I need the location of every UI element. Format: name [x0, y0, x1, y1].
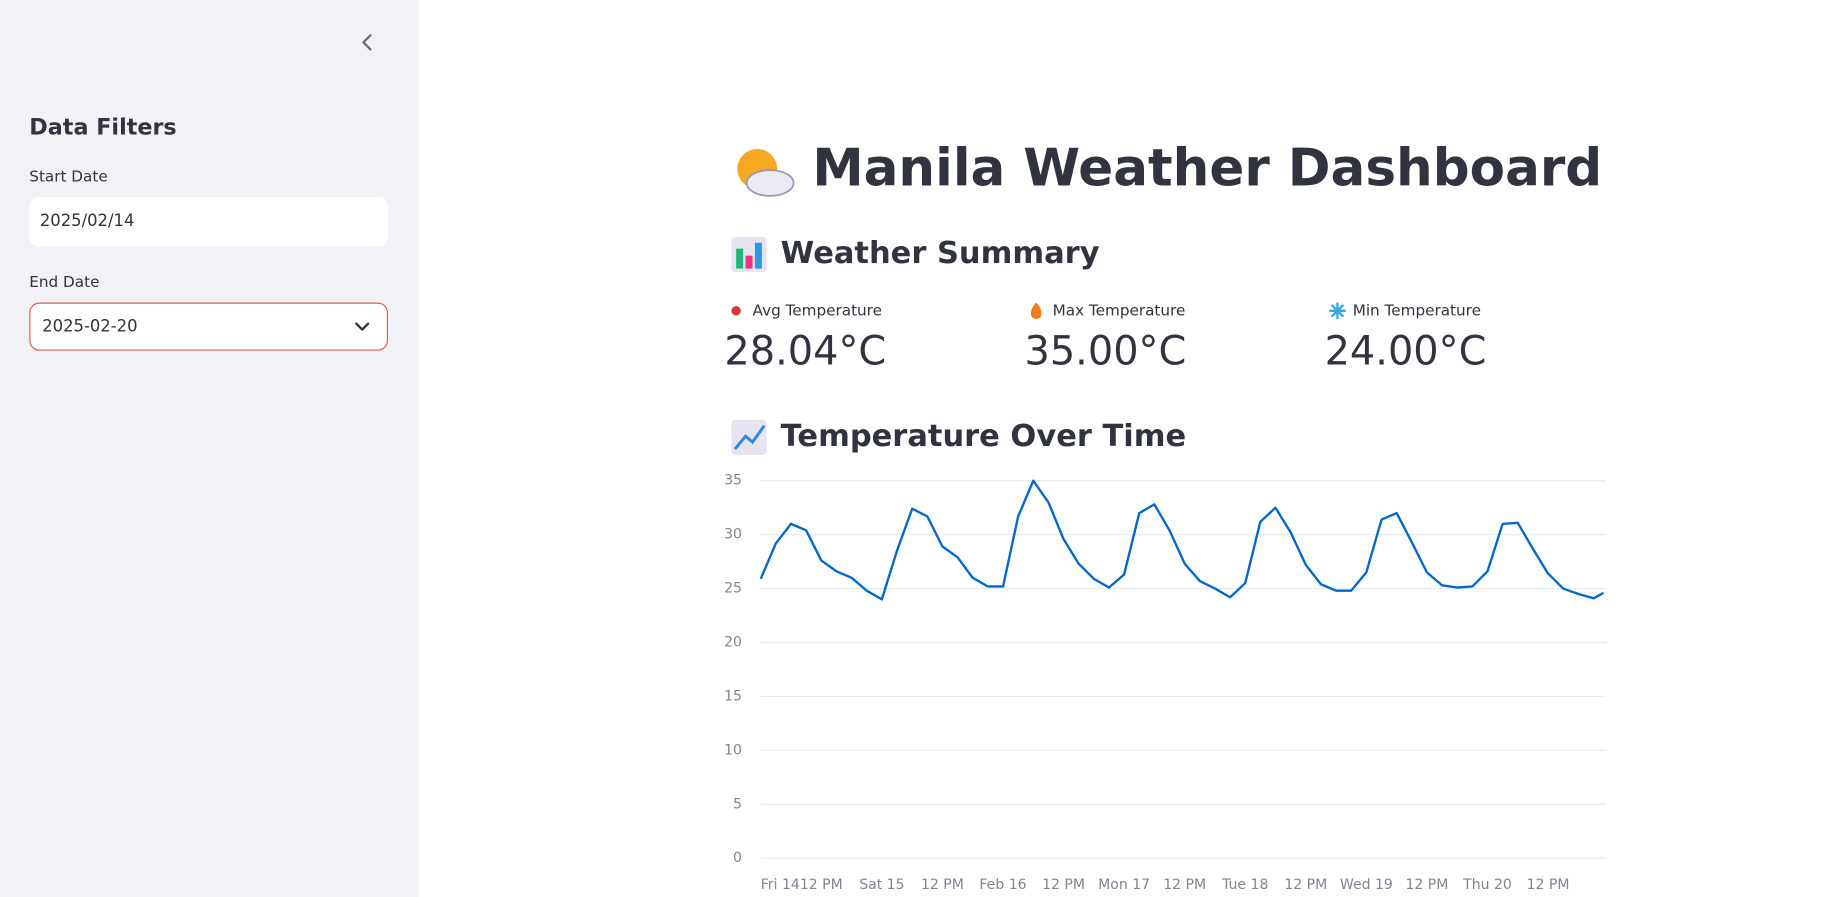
x-tick-label: 12 PM [1284, 877, 1327, 893]
start-date-input[interactable] [29, 197, 388, 247]
sidebar [0, 0, 419, 897]
x-tick-label: Thu 20 [1462, 877, 1512, 893]
y-tick-label: 0 [733, 850, 742, 866]
summary-icon [731, 236, 767, 273]
y-tick-label: 30 [724, 527, 742, 543]
metric-value: 24.00°C [1325, 329, 1487, 375]
start-date-label: Start Date [29, 168, 107, 186]
dropdown-chevron [355, 322, 370, 331]
metric-value: 28.04°C [724, 329, 886, 375]
metric-label: Min Temperature [1353, 301, 1481, 319]
temperature-line [759, 479, 1605, 601]
x-tick-label: Feb 16 [979, 877, 1026, 893]
y-tick-label: 35 [724, 473, 742, 489]
fire-icon [1030, 302, 1042, 319]
end-date-label: End Date [29, 273, 99, 291]
end-date-value: 2025-02-20 [42, 317, 137, 336]
y-tick-label: 15 [724, 688, 742, 704]
x-tick-label: 12 PM [1163, 877, 1206, 893]
x-tick-label: 12 PM [921, 877, 964, 893]
x-tick-label: 12 PM [1042, 877, 1085, 893]
x-tick-label: 12 PM [800, 877, 843, 893]
metric-label: Max Temperature [1053, 301, 1186, 319]
start-date-value: 2025/02/14 [40, 211, 135, 230]
y-tick-label: 25 [724, 581, 742, 597]
y-tick-label: 5 [733, 796, 742, 812]
y-tick-label: 10 [724, 742, 742, 758]
section-title: Weather Summary [781, 236, 1100, 271]
end-date-select[interactable] [29, 302, 388, 351]
chart-title: Temperature Over Time [781, 419, 1186, 454]
snowflake-icon [1329, 302, 1346, 319]
x-tick-label: Wed 19 [1340, 877, 1393, 893]
page-title: Manila Weather Dashboard [812, 138, 1602, 198]
chart-icon [731, 419, 767, 455]
sidebar-title: Data Filters [29, 114, 176, 140]
x-tick-label: Tue 18 [1221, 877, 1268, 893]
x-tick-label: 12 PM [1527, 877, 1570, 893]
x-tick-label: 12 PM [1405, 877, 1448, 893]
x-tick-label: Fri 14 [761, 877, 800, 893]
metric-label: Avg Temperature [753, 301, 882, 319]
thermometer-icon [731, 306, 741, 316]
x-tick-label: Mon 17 [1098, 877, 1150, 893]
x-tick-label: Sat 15 [859, 877, 904, 893]
weather-icon [737, 149, 795, 197]
y-tick-label: 20 [724, 634, 742, 650]
metric-value: 35.00°C [1024, 329, 1186, 375]
collapse-sidebar-button[interactable] [362, 34, 372, 51]
